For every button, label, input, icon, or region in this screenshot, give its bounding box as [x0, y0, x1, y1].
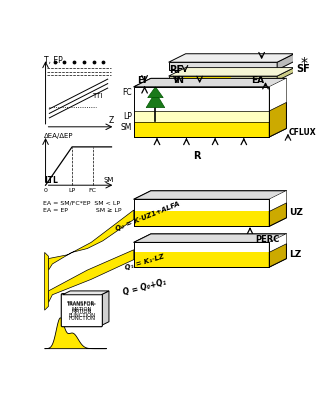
- Polygon shape: [134, 199, 269, 226]
- Polygon shape: [277, 54, 294, 70]
- Text: FUNCTION: FUNCTION: [68, 313, 95, 318]
- Polygon shape: [269, 234, 287, 267]
- Text: EA = SM/FC*EP  SM < LP: EA = SM/FC*EP SM < LP: [43, 201, 120, 206]
- Polygon shape: [269, 234, 287, 267]
- Polygon shape: [45, 252, 49, 310]
- Text: CFLUX: CFLUX: [289, 128, 316, 137]
- Polygon shape: [184, 77, 230, 80]
- Polygon shape: [169, 62, 277, 70]
- Text: FC: FC: [123, 88, 132, 98]
- Polygon shape: [269, 234, 287, 252]
- Text: SM: SM: [121, 123, 132, 133]
- Polygon shape: [63, 291, 109, 295]
- Text: MATION: MATION: [72, 310, 92, 314]
- Polygon shape: [101, 291, 109, 326]
- Polygon shape: [63, 295, 101, 326]
- Text: LP: LP: [123, 112, 132, 121]
- Text: IN: IN: [173, 76, 184, 85]
- Polygon shape: [134, 191, 287, 199]
- Polygon shape: [148, 87, 163, 98]
- Polygon shape: [134, 199, 269, 212]
- Polygon shape: [134, 111, 269, 122]
- Polygon shape: [49, 210, 134, 270]
- Polygon shape: [134, 191, 287, 199]
- Polygon shape: [134, 242, 269, 252]
- Text: R: R: [194, 151, 201, 161]
- Text: Q₀ = K·UZ1+ALFA: Q₀ = K·UZ1+ALFA: [114, 201, 180, 232]
- Text: LZ: LZ: [289, 250, 301, 259]
- Polygon shape: [277, 68, 294, 81]
- Polygon shape: [134, 87, 269, 111]
- Text: PERC: PERC: [256, 235, 280, 245]
- Polygon shape: [169, 68, 294, 76]
- Polygon shape: [169, 76, 277, 81]
- Text: EA = EP              SM ≥ LP: EA = EP SM ≥ LP: [43, 208, 122, 213]
- Text: FUNCTION: FUNCTION: [68, 316, 95, 321]
- Text: EA: EA: [251, 76, 264, 85]
- Polygon shape: [134, 79, 287, 87]
- Text: UZ: UZ: [289, 208, 303, 217]
- Polygon shape: [269, 191, 287, 226]
- Text: TRANSFOR-: TRANSFOR-: [67, 303, 97, 307]
- Polygon shape: [269, 79, 287, 111]
- Text: LTL: LTL: [45, 177, 58, 185]
- Text: Q = Q₀+Q₁: Q = Q₀+Q₁: [122, 277, 167, 297]
- Text: RF: RF: [170, 65, 184, 75]
- Polygon shape: [134, 242, 269, 267]
- FancyBboxPatch shape: [61, 294, 102, 327]
- Polygon shape: [134, 234, 287, 242]
- Polygon shape: [269, 79, 287, 137]
- Polygon shape: [169, 54, 294, 62]
- Text: *: *: [300, 56, 307, 70]
- Polygon shape: [134, 79, 287, 87]
- Polygon shape: [134, 87, 269, 137]
- Text: SF: SF: [297, 64, 310, 74]
- Polygon shape: [269, 191, 287, 226]
- Polygon shape: [45, 318, 107, 349]
- Text: TRANSFOR-: TRANSFOR-: [67, 301, 97, 306]
- Polygon shape: [269, 191, 287, 212]
- Text: EI: EI: [138, 76, 147, 85]
- Text: MATION: MATION: [72, 307, 92, 312]
- Text: Q₁ = K₁·LZ: Q₁ = K₁·LZ: [125, 253, 165, 271]
- Polygon shape: [269, 79, 287, 137]
- Polygon shape: [134, 234, 287, 242]
- Polygon shape: [49, 250, 134, 303]
- Polygon shape: [146, 92, 165, 108]
